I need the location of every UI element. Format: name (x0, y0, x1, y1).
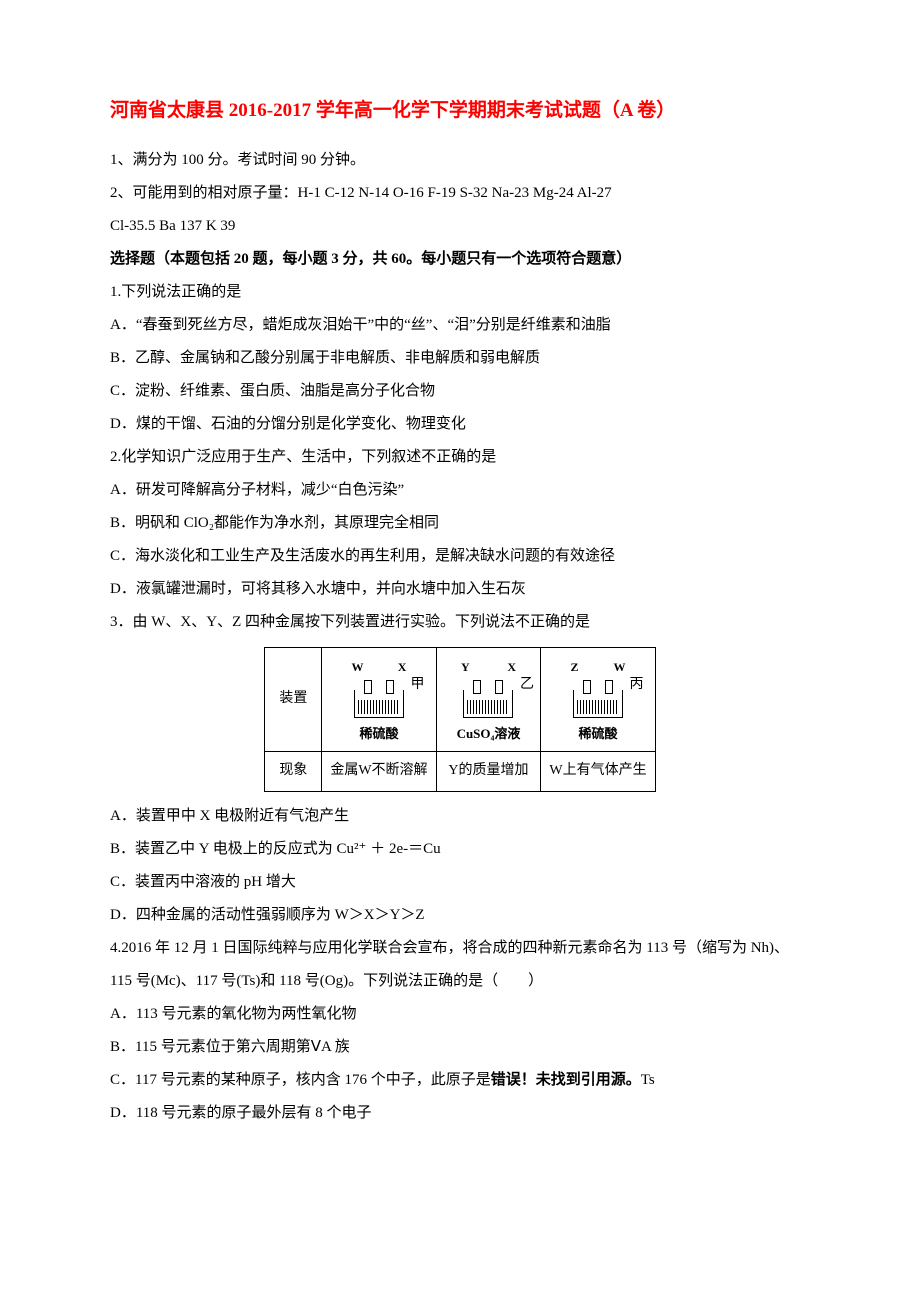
table-row-label-device: 装置 (265, 647, 322, 751)
device-cell-2: Y X 乙 CuSO₄溶液 (436, 647, 541, 751)
q1-option-c: C．淀粉、纤维素、蛋白质、油脂是高分子化合物 (110, 375, 810, 408)
q4-stem: 4.2016 年 12 月 1 日国际纯粹与应用化学联合会宣布，将合成的四种新元… (110, 932, 810, 998)
table-row-label-phenomenon: 现象 (265, 751, 322, 791)
solution-label-3: 稀硫酸 (561, 720, 634, 749)
instruction-line-2: 2、可能用到的相对原子量：H-1 C-12 N-14 O-16 F-19 S-3… (110, 177, 810, 210)
phenomenon-3: W上有气体产生 (541, 751, 655, 791)
device-label-3: 丙 (630, 670, 644, 701)
q1-option-b: B．乙醇、金属钠和乙酸分别属于非电解质、非电解质和弱电解质 (110, 342, 810, 375)
q2-stem: 2.化学知识广泛应用于生产、生活中，下列叙述不正确的是 (110, 441, 810, 474)
q4-option-b: B．115 号元素位于第六周期第ⅤA 族 (110, 1031, 810, 1064)
q4-c-post: Ts (641, 1072, 655, 1088)
device-cell-3: Z W 丙 稀硫酸 (541, 647, 655, 751)
q3-table: 装置 W X 甲 稀硫酸 (110, 647, 810, 792)
page-title: 河南省太康县 2016-2017 学年高一化学下学期期末考试试题（A 卷） (110, 90, 810, 132)
q4-c-pre: C．117 号元素的某种原子，核内含 176 个中子，此原子是 (110, 1072, 491, 1088)
electrode-w2: W (614, 654, 626, 680)
solution-label-2: CuSO₄溶液 (457, 720, 521, 749)
q1-stem: 1.下列说法正确的是 (110, 276, 810, 309)
q4-option-a: A．113 号元素的氧化物为两性氧化物 (110, 998, 810, 1031)
q1-option-d: D．煤的干馏、石油的分馏分别是化学变化、物理变化 (110, 408, 810, 441)
instruction-line-1: 1、满分为 100 分。考试时间 90 分钟。 (110, 144, 810, 177)
solution-label-1: 稀硫酸 (342, 720, 415, 749)
phenomenon-2: Y的质量增加 (436, 751, 541, 791)
section-header: 选择题（本题包括 20 题，每小题 3 分，共 60。每小题只有一个选项符合题意… (110, 243, 810, 276)
electrode-x: X (398, 654, 407, 680)
q4-c-error: 错误！未找到引用源。 (491, 1072, 641, 1088)
q3-option-b: B．装置乙中 Y 电极上的反应式为 Cu²⁺ ＋ 2e-＝Cu (110, 833, 810, 866)
electrode-w: W (351, 654, 363, 680)
electrode-y: Y (461, 654, 470, 680)
device-cell-1: W X 甲 稀硫酸 (322, 647, 436, 751)
device-label-1: 甲 (410, 670, 424, 701)
q4-option-d: D．118 号元素的原子最外层有 8 个电子 (110, 1097, 810, 1130)
q2-option-b: B．明矾和 ClO₂都能作为净水剂，其原理完全相同 (110, 507, 810, 540)
instruction-line-3: Cl-35.5 Ba 137 K 39 (110, 210, 810, 243)
q3-option-d: D．四种金属的活动性强弱顺序为 W＞X＞Y＞Z (110, 899, 810, 932)
q3-stem: 3．由 W、X、Y、Z 四种金属按下列装置进行实验。下列说法不正确的是 (110, 606, 810, 639)
q2-option-d: D．液氯罐泄漏时，可将其移入水塘中，并向水塘中加入生石灰 (110, 573, 810, 606)
q2-option-a: A．研发可降解高分子材料，减少“白色污染” (110, 474, 810, 507)
q4-option-c: C．117 号元素的某种原子，核内含 176 个中子，此原子是错误！未找到引用源… (110, 1064, 810, 1097)
q1-option-a: A．“春蚕到死丝方尽，蜡炬成灰泪始干”中的“丝”、“泪”分别是纤维素和油脂 (110, 309, 810, 342)
electrode-x2: X (507, 654, 516, 680)
device-label-2: 乙 (520, 670, 534, 701)
q3-option-c: C．装置丙中溶液的 pH 增大 (110, 866, 810, 899)
electrode-z: Z (571, 654, 579, 680)
q3-option-a: A．装置甲中 X 电极附近有气泡产生 (110, 800, 810, 833)
phenomenon-1: 金属W不断溶解 (322, 751, 436, 791)
q2-option-c: C．海水淡化和工业生产及生活废水的再生利用，是解决缺水问题的有效途径 (110, 540, 810, 573)
